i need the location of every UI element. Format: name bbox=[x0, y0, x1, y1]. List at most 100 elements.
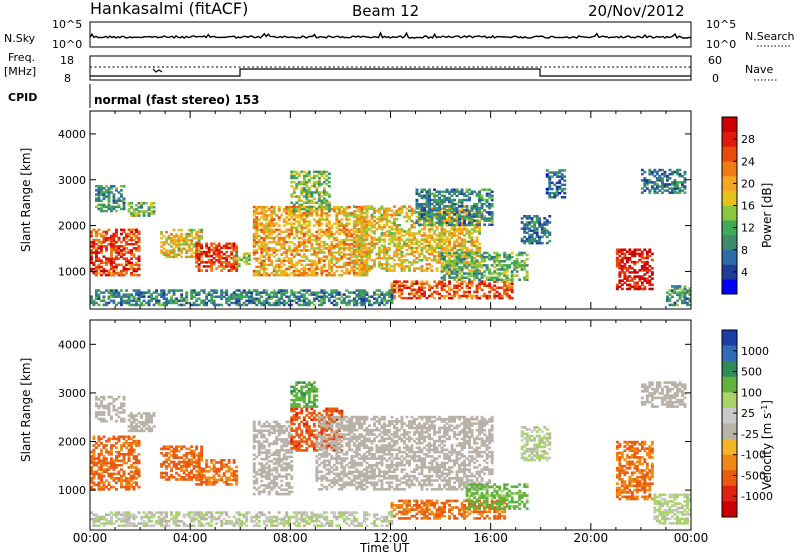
data-cell bbox=[190, 239, 194, 242]
data-cell bbox=[175, 243, 178, 246]
data-cell bbox=[95, 259, 98, 262]
data-cell bbox=[515, 274, 519, 277]
data-cell bbox=[413, 254, 416, 258]
data-cell bbox=[175, 289, 178, 292]
data-cell bbox=[490, 217, 494, 220]
data-cell bbox=[653, 189, 657, 192]
data-cell bbox=[252, 236, 256, 240]
nave-label: Nave bbox=[745, 63, 773, 76]
data-cell bbox=[260, 247, 264, 250]
data-cell bbox=[385, 213, 389, 217]
data-cell bbox=[453, 272, 456, 275]
data-cell bbox=[653, 181, 657, 184]
data-cell bbox=[365, 222, 369, 225]
data-cell bbox=[307, 234, 311, 238]
data-cell bbox=[460, 188, 464, 191]
data-cell bbox=[428, 221, 431, 225]
data-cell bbox=[130, 206, 133, 209]
data-cell bbox=[95, 470, 98, 474]
data-cell bbox=[130, 212, 133, 215]
data-cell bbox=[237, 264, 241, 268]
data-cell bbox=[475, 276, 479, 279]
data-cell bbox=[347, 247, 351, 250]
data-cell bbox=[262, 303, 266, 307]
data-cell bbox=[438, 232, 441, 235]
data-cell bbox=[92, 435, 96, 439]
data-cell bbox=[255, 257, 259, 260]
data-cell bbox=[470, 272, 474, 275]
data-cell bbox=[548, 171, 552, 174]
data-cell bbox=[137, 236, 141, 240]
data-cell bbox=[410, 219, 414, 223]
data-cell bbox=[645, 256, 649, 260]
data-cell bbox=[435, 282, 439, 285]
data-cell bbox=[130, 232, 133, 236]
data-cell bbox=[342, 255, 346, 258]
data-cell bbox=[413, 226, 416, 229]
data-cell bbox=[418, 192, 421, 196]
data-cell bbox=[503, 255, 507, 259]
data-cell bbox=[110, 243, 113, 246]
data-cell bbox=[342, 297, 346, 300]
data-cell bbox=[215, 259, 219, 262]
data-cell bbox=[388, 269, 391, 272]
data-cell bbox=[92, 263, 96, 267]
data-cell bbox=[107, 228, 111, 232]
data-cell bbox=[325, 269, 329, 273]
data-cell bbox=[393, 244, 396, 248]
data-cell bbox=[545, 169, 549, 172]
data-cell bbox=[125, 293, 128, 296]
power-colorbar-swatch bbox=[722, 264, 737, 280]
data-cell bbox=[350, 265, 354, 269]
data-cell bbox=[380, 232, 384, 235]
data-cell bbox=[383, 240, 386, 243]
data-cell bbox=[465, 230, 469, 233]
data-cell bbox=[393, 288, 396, 292]
data-cell bbox=[272, 267, 276, 271]
data-cell bbox=[247, 295, 251, 298]
data-cell bbox=[352, 261, 356, 265]
data-cell bbox=[415, 202, 419, 206]
data-cell bbox=[478, 194, 481, 198]
data-cell bbox=[102, 230, 106, 234]
data-cell bbox=[130, 202, 133, 205]
data-cell bbox=[235, 246, 239, 250]
data-cell bbox=[460, 190, 464, 193]
data-cell bbox=[120, 240, 123, 244]
data-cell bbox=[355, 234, 359, 237]
data-cell bbox=[330, 247, 334, 250]
data-cell bbox=[227, 303, 231, 307]
data-cell bbox=[97, 485, 101, 489]
data-cell bbox=[463, 194, 466, 198]
data-cell bbox=[325, 295, 329, 298]
data-cell bbox=[428, 284, 431, 287]
data-cell bbox=[455, 213, 459, 217]
data-cell bbox=[385, 224, 389, 227]
data-cell bbox=[340, 243, 344, 246]
data-cell bbox=[478, 280, 481, 283]
data-cell bbox=[112, 205, 116, 209]
data-cell bbox=[410, 282, 414, 285]
data-cell bbox=[302, 255, 306, 258]
data-cell bbox=[535, 235, 539, 239]
data-cell bbox=[260, 263, 264, 267]
data-cell bbox=[190, 289, 194, 292]
data-cell bbox=[420, 248, 424, 252]
data-cell bbox=[470, 248, 474, 252]
data-cell bbox=[315, 212, 319, 215]
data-cell bbox=[290, 205, 294, 209]
data-cell bbox=[260, 210, 264, 213]
data-cell bbox=[450, 232, 454, 235]
data-cell bbox=[227, 246, 231, 250]
data-cell bbox=[615, 248, 619, 251]
data-cell bbox=[217, 295, 221, 298]
freq-label: Freq. bbox=[8, 51, 35, 64]
data-cell bbox=[327, 207, 331, 211]
data-cell bbox=[625, 287, 629, 291]
data-cell bbox=[438, 213, 441, 216]
data-cell bbox=[676, 181, 679, 184]
data-cell bbox=[485, 266, 489, 269]
data-cell bbox=[473, 224, 476, 227]
data-cell bbox=[448, 268, 451, 271]
data-cell bbox=[518, 278, 522, 281]
